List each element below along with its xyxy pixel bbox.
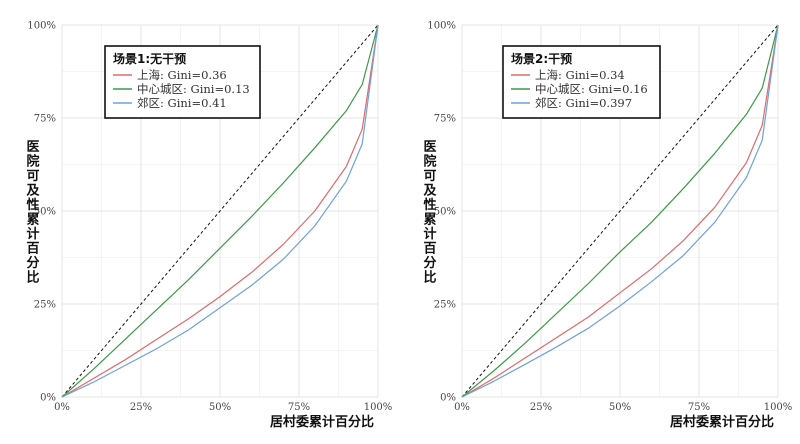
x-tick-label: 100% [364,402,393,413]
legend-entry: 郊区: Gini=0.397 [535,96,632,110]
x-tick-label: 25% [530,402,552,413]
y-tick-label: 75% [34,114,56,125]
series-line [461,24,779,398]
y-tick-label: 0% [440,393,456,404]
panel-scenario-1: 0% 25% 50% 75% 100%0%25%50%75%100%居村委累计百分比医院… [26,21,392,431]
y-axis-title: 医院可及性累计百分比 [423,140,437,286]
x-axis-title: 居村委累计百分比 [270,414,374,430]
legend-entry: 上海: Gini=0.34 [535,68,625,82]
gridlines [461,24,779,398]
y-tick-label: 100% [427,21,456,32]
series-line [461,24,779,398]
x-tick-label: 75% [288,402,310,413]
series-line [61,24,379,398]
panel-scenario-2: 0% 25% 50% 75% 100%0%25%50%75%100%居村委累计百分比医院… [423,21,792,431]
y-tick-label: 25% [34,300,56,311]
legend-box [104,45,261,119]
equality-line [461,24,779,398]
x-axis-title: 居村委累计百分比 [670,414,774,430]
legend-box [502,45,661,119]
x-tick-label: 0% [54,402,70,413]
y-tick-label: 25% [434,300,456,311]
legend-entry: 中心城区: Gini=0.13 [137,82,250,96]
y-tick-label: 50% [434,207,456,218]
series-line [61,24,379,398]
legend-title: 场景2:干预 [511,52,572,66]
series-line [461,24,779,398]
y-tick-label: 0% [40,393,56,404]
y-axis-title: 医院可及性累计百分比 [26,140,40,286]
y-tick-label: 75% [434,114,456,125]
legend-entry: 上海: Gini=0.36 [137,68,227,82]
x-tick-label: 50% [209,402,231,413]
equality-line [61,24,379,398]
x-tick-label: 0% [454,402,470,413]
series-line [61,24,379,398]
y-tick-label: 100% [27,21,56,32]
y-tick-label: 50% [34,207,56,218]
legend-entry: 中心城区: Gini=0.16 [535,82,648,96]
legend-title: 场景1:无干预 [113,52,186,66]
legend-entry: 郊区: Gini=0.41 [137,96,227,110]
x-tick-label: 50% [609,402,631,413]
x-tick-label: 25% [130,402,152,413]
x-tick-label: 100% [764,402,793,413]
x-tick-label: 75% [688,402,710,413]
